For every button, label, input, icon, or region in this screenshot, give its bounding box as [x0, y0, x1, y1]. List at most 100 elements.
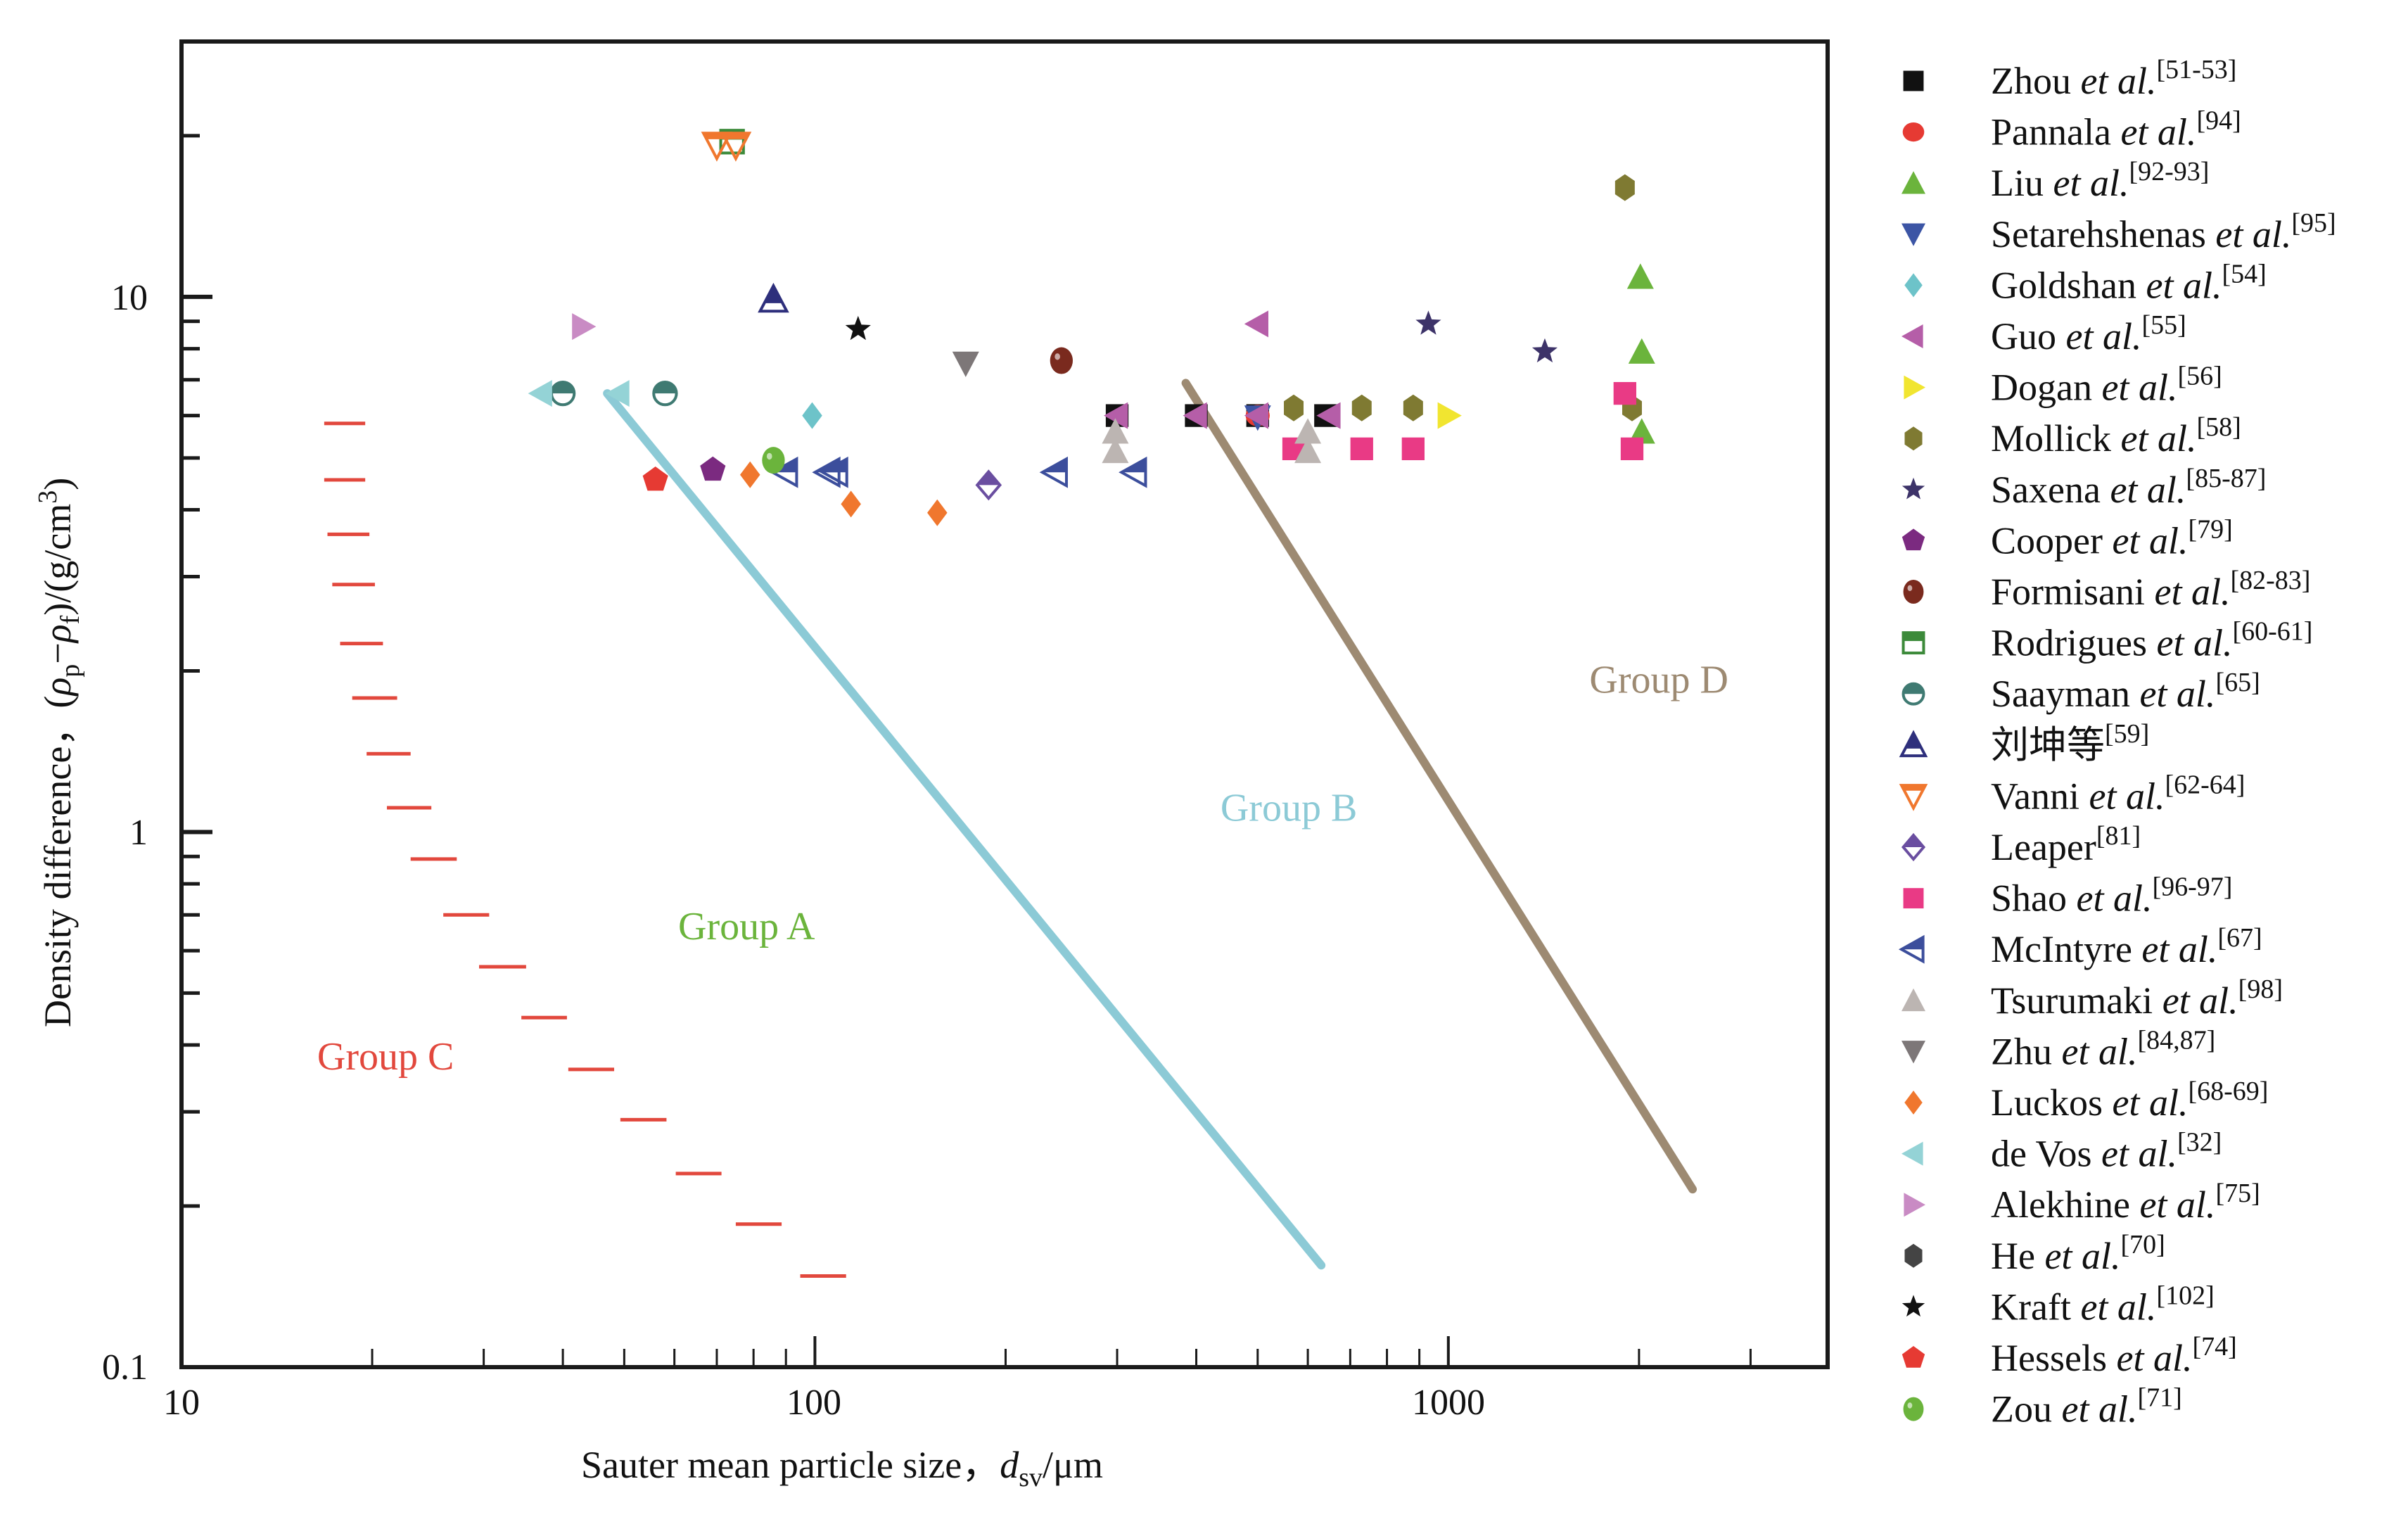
data-point-triangle-up-half	[758, 282, 789, 313]
legend-item: Dogan et al.[56]	[1904, 362, 2222, 409]
data-point-triangle-down	[952, 351, 979, 377]
legend-item: Leaper[81]	[1901, 821, 2141, 868]
legend: Zhou et al.[51-53]Pannala et al.[94]Liu …	[1898, 55, 2336, 1430]
x-tick-label-100: 100	[786, 1383, 841, 1423]
legend-label: Saayman et al.[65]	[1991, 668, 2260, 715]
group-boundaries	[324, 379, 1697, 1278]
y-axis-title-rho-p: ρ	[37, 678, 79, 697]
legend-marker-square	[1903, 70, 1924, 91]
legend-label: Kraft et al.[102]	[1991, 1281, 2215, 1328]
plot-area: Group A Group B Group C Group D	[179, 39, 1830, 1369]
legend-label: 刘坤等[59]	[1991, 719, 2149, 766]
plot-frame	[179, 39, 1830, 1369]
group-label: Group C	[317, 1035, 454, 1079]
legend-item: Rodrigues et al.[60-61]	[1901, 617, 2312, 664]
data-point-triangle-left	[605, 380, 630, 407]
data-point-triangle-left-half	[820, 456, 848, 488]
data-point-triangle-left	[1316, 402, 1341, 429]
legend-marker-triangle-up-half	[1899, 730, 1928, 758]
legend-label: Guo et al.[55]	[1991, 310, 2186, 357]
y-axis-title-unit: )/(g/cm	[37, 504, 79, 616]
data-point-triangle-right	[572, 313, 597, 341]
legend-label: Dogan et al.[56]	[1991, 362, 2222, 409]
legend-marker-star	[1901, 477, 1925, 500]
legend-label: Zhu et al.[84,87]	[1991, 1025, 2215, 1072]
legend-label: Luckos et al.[68-69]	[1991, 1077, 2268, 1124]
data-point-triangle-up	[1102, 438, 1129, 464]
data-point-triangle-left	[1183, 402, 1207, 429]
legend-label: Rodrigues et al.[60-61]	[1991, 617, 2312, 664]
data-point-triangle-up	[1626, 263, 1654, 289]
legend-item: Mollick et al.[58]	[1904, 412, 2241, 459]
y-axis-title-close: )	[37, 478, 79, 490]
y-axis-ticks	[181, 39, 212, 1369]
data-point-ball	[762, 447, 785, 474]
legend-label: Goldshan et al.[54]	[1991, 259, 2267, 306]
legend-item: Saxena et al.[85-87]	[1901, 464, 2266, 511]
legend-label: Zou et al.[71]	[1991, 1383, 2182, 1430]
legend-label: Leaper[81]	[1991, 821, 2141, 868]
data-point-diamond	[841, 490, 861, 518]
legend-marker-triangle-right	[1904, 375, 1925, 400]
data-point-circle-half	[652, 380, 678, 407]
legend-marker-pentagon	[1901, 1346, 1925, 1368]
legend-item: McIntyre et al.[67]	[1898, 923, 2262, 970]
y-axis-title-sub-f: f	[56, 615, 85, 624]
legend-item: Shao et al.[96-97]	[1903, 872, 2232, 920]
y-axis-title-sup: 3	[33, 490, 63, 504]
data-point-triangle-up	[1294, 438, 1322, 464]
legend-label: McIntyre et al.[67]	[1991, 923, 2262, 970]
legend-marker-square-open-bottom	[1901, 631, 1925, 655]
legend-item: Formisani et al.[82-83]	[1903, 566, 2310, 613]
data-point-hexagon	[1403, 394, 1423, 421]
legend-label: Tsurumaki et al.[98]	[1991, 975, 2283, 1022]
data-point-star	[845, 315, 871, 341]
legend-marker-triangle-left	[1901, 1141, 1923, 1166]
legend-item: de Vos et al.[32]	[1901, 1128, 2222, 1175]
data-point-triangle-right	[1437, 402, 1462, 429]
legend-item: Luckos et al.[68-69]	[1904, 1077, 2268, 1124]
data-point-square	[1401, 437, 1425, 461]
data-point-circle-half	[549, 380, 576, 407]
legend-label: Liu et al.[92-93]	[1991, 157, 2209, 204]
legend-label: Setarehshenas et al.[95]	[1991, 208, 2336, 255]
data-point-triangle-down-open	[720, 132, 752, 162]
legend-marker-square	[1903, 888, 1924, 909]
legend-item: Kraft et al.[102]	[1901, 1281, 2215, 1328]
data-point-ball	[1050, 347, 1073, 374]
data-point-hexagon	[1284, 394, 1304, 421]
legend-label: Formisani et al.[82-83]	[1991, 566, 2310, 613]
legend-marker-ball	[1903, 1397, 1924, 1421]
group-label: Group A	[678, 905, 815, 948]
legend-marker-triangle-down-open	[1899, 784, 1928, 811]
legend-item: Cooper et al.[79]	[1901, 514, 2233, 561]
legend-item: Vanni et al.[62-64]	[1899, 770, 2245, 817]
legend-label: Pannala et al.[94]	[1991, 106, 2241, 153]
x-axis-title-sub: sv	[1019, 1463, 1043, 1492]
legend-label: Cooper et al.[79]	[1991, 514, 2233, 561]
legend-item: 刘坤等[59]	[1899, 719, 2149, 766]
data-point-triangle-left	[1104, 402, 1128, 429]
legend-item: Hessels et al.[74]	[1901, 1332, 2237, 1379]
legend-label: Alekhine et al.[75]	[1991, 1179, 2260, 1226]
y-axis-title: Density difference，(ρp−ρf)/(g/cm3)	[33, 478, 85, 1027]
x-axis-ticks	[180, 1336, 1752, 1367]
group-labels: Group A Group B Group C Group D	[317, 659, 1728, 1079]
data-point-diamond-half	[975, 469, 1002, 501]
legend-label: Mollick et al.[58]	[1991, 412, 2241, 459]
legend-item: Guo et al.[55]	[1901, 310, 2186, 357]
data-point-triangle-left	[1244, 310, 1268, 338]
legend-marker-triangle-left	[1901, 324, 1923, 348]
boundary-line	[603, 389, 1326, 1270]
x-tick-label-1000: 1000	[1412, 1383, 1485, 1423]
legend-item: Saayman et al.[65]	[1901, 668, 2260, 715]
y-tick-label-0.1: 0.1	[102, 1347, 148, 1388]
legend-label: Shao et al.[96-97]	[1991, 872, 2232, 920]
legend-marker-circle	[1902, 122, 1925, 142]
legend-marker-triangle-down	[1901, 223, 1925, 246]
legend-item: Liu et al.[92-93]	[1901, 157, 2209, 204]
legend-item: Alekhine et al.[75]	[1904, 1179, 2260, 1226]
y-axis-title-prefix: Density difference，(	[37, 696, 79, 1027]
x-axis-title-unit: /μm	[1043, 1444, 1103, 1486]
data-point-pentagon	[642, 466, 668, 491]
